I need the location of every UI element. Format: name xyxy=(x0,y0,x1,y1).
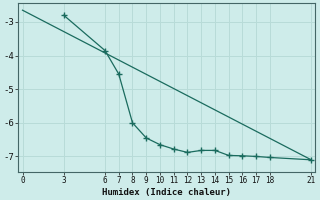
X-axis label: Humidex (Indice chaleur): Humidex (Indice chaleur) xyxy=(102,188,231,197)
